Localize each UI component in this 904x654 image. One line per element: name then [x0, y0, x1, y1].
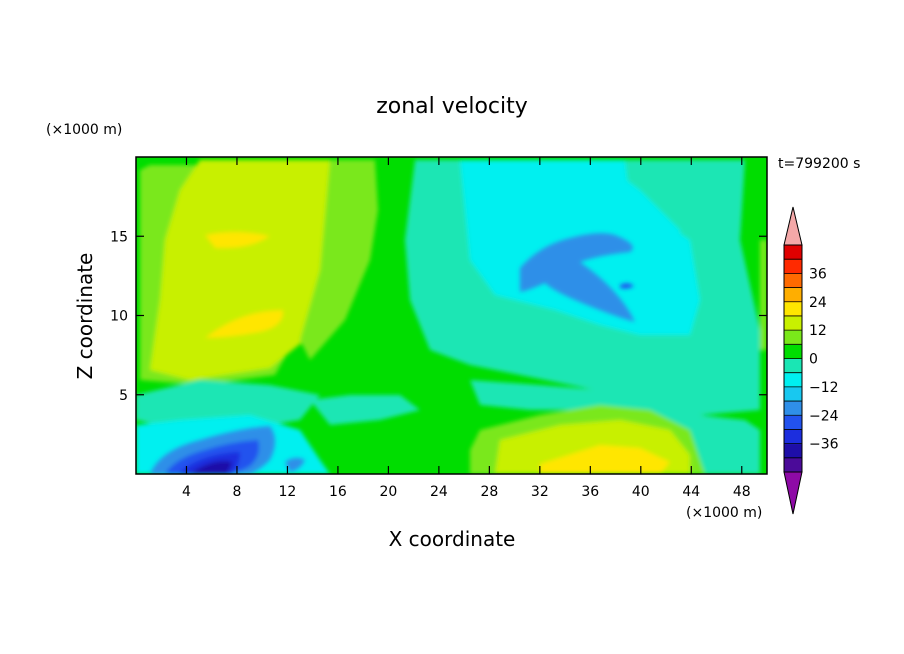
x-axis: 4 8 12 16 20 24 28 32 36 40 44 48	[182, 157, 751, 500]
colorbar-tick-label: −24	[809, 408, 839, 424]
x-tick-label: 32	[531, 484, 549, 500]
colorbar-tick-label: −12	[809, 380, 839, 396]
contour-region	[470, 380, 760, 474]
colorbar-swatch	[784, 273, 802, 289]
x-tick-label: 20	[379, 484, 397, 500]
contour-region	[285, 457, 305, 472]
x-tick-label: 24	[430, 484, 448, 500]
colorbar-tick-label: 0	[809, 352, 818, 368]
colorbar-tick-label: 36	[809, 266, 827, 282]
colorbar-swatch	[784, 259, 802, 274]
contour-region	[300, 160, 378, 360]
colorbar-swatch	[784, 443, 802, 459]
x-tick-label: 48	[733, 484, 751, 500]
colorbar-tick-label: −36	[809, 437, 839, 453]
colorbar-over-arrow	[783, 206, 803, 246]
y-unit-label: (×1000 m)	[46, 122, 122, 138]
contour-region	[205, 231, 270, 249]
colorbar-tick-label: 24	[809, 295, 827, 311]
colorbar-swatch	[784, 315, 802, 331]
x-tick-label: 44	[682, 484, 700, 500]
colorbar-swatch	[784, 429, 802, 445]
colorbar: −36 −24 −12 0 12 24 36	[783, 206, 839, 515]
x-tick-label: 36	[581, 484, 599, 500]
y-tick-label: 5	[119, 388, 128, 404]
colorbar-swatch	[784, 415, 802, 430]
x-tick-label: 8	[232, 484, 241, 500]
contour-region	[520, 233, 635, 322]
x-unit-label: (×1000 m)	[686, 505, 762, 521]
colorbar-swatch	[784, 457, 802, 473]
contour-region	[190, 461, 232, 474]
contour-region	[150, 160, 335, 380]
chart-title: zonal velocity	[376, 94, 528, 119]
y-tick-label: 10	[110, 309, 128, 325]
x-tick-label: 28	[480, 484, 498, 500]
contour-region	[620, 283, 634, 289]
x-tick-label: 12	[279, 484, 297, 500]
x-tick-label: 4	[182, 484, 191, 500]
x-axis-label: X coordinate	[389, 527, 516, 551]
contour-region	[136, 380, 320, 430]
contour-region	[540, 445, 670, 474]
colorbar-swatch	[784, 330, 802, 345]
x-tick-label: 40	[632, 484, 650, 500]
colorbar-swatch	[784, 301, 802, 317]
colorbar-swatch	[784, 344, 802, 359]
colorbar-tick-label: 12	[809, 323, 827, 339]
colorbar-swatch	[784, 401, 802, 416]
time-label: t=799200 s	[778, 156, 860, 172]
y-axis: 5 10 15	[110, 229, 767, 404]
colorbar-swatch	[784, 358, 802, 374]
x-tick-label: 16	[329, 484, 347, 500]
colorbar-swatch	[784, 372, 802, 388]
y-tick-label: 15	[110, 229, 128, 245]
contour-field	[136, 157, 767, 474]
contour-region	[310, 395, 420, 425]
contour-region	[205, 310, 284, 338]
colorbar-swatch	[784, 287, 802, 303]
colorbar-swatch	[784, 245, 802, 260]
colorbar-swatch	[784, 386, 802, 402]
y-axis-label: Z coordinate	[73, 253, 97, 380]
contour-region	[760, 240, 767, 350]
colorbar-under-arrow	[783, 471, 803, 515]
